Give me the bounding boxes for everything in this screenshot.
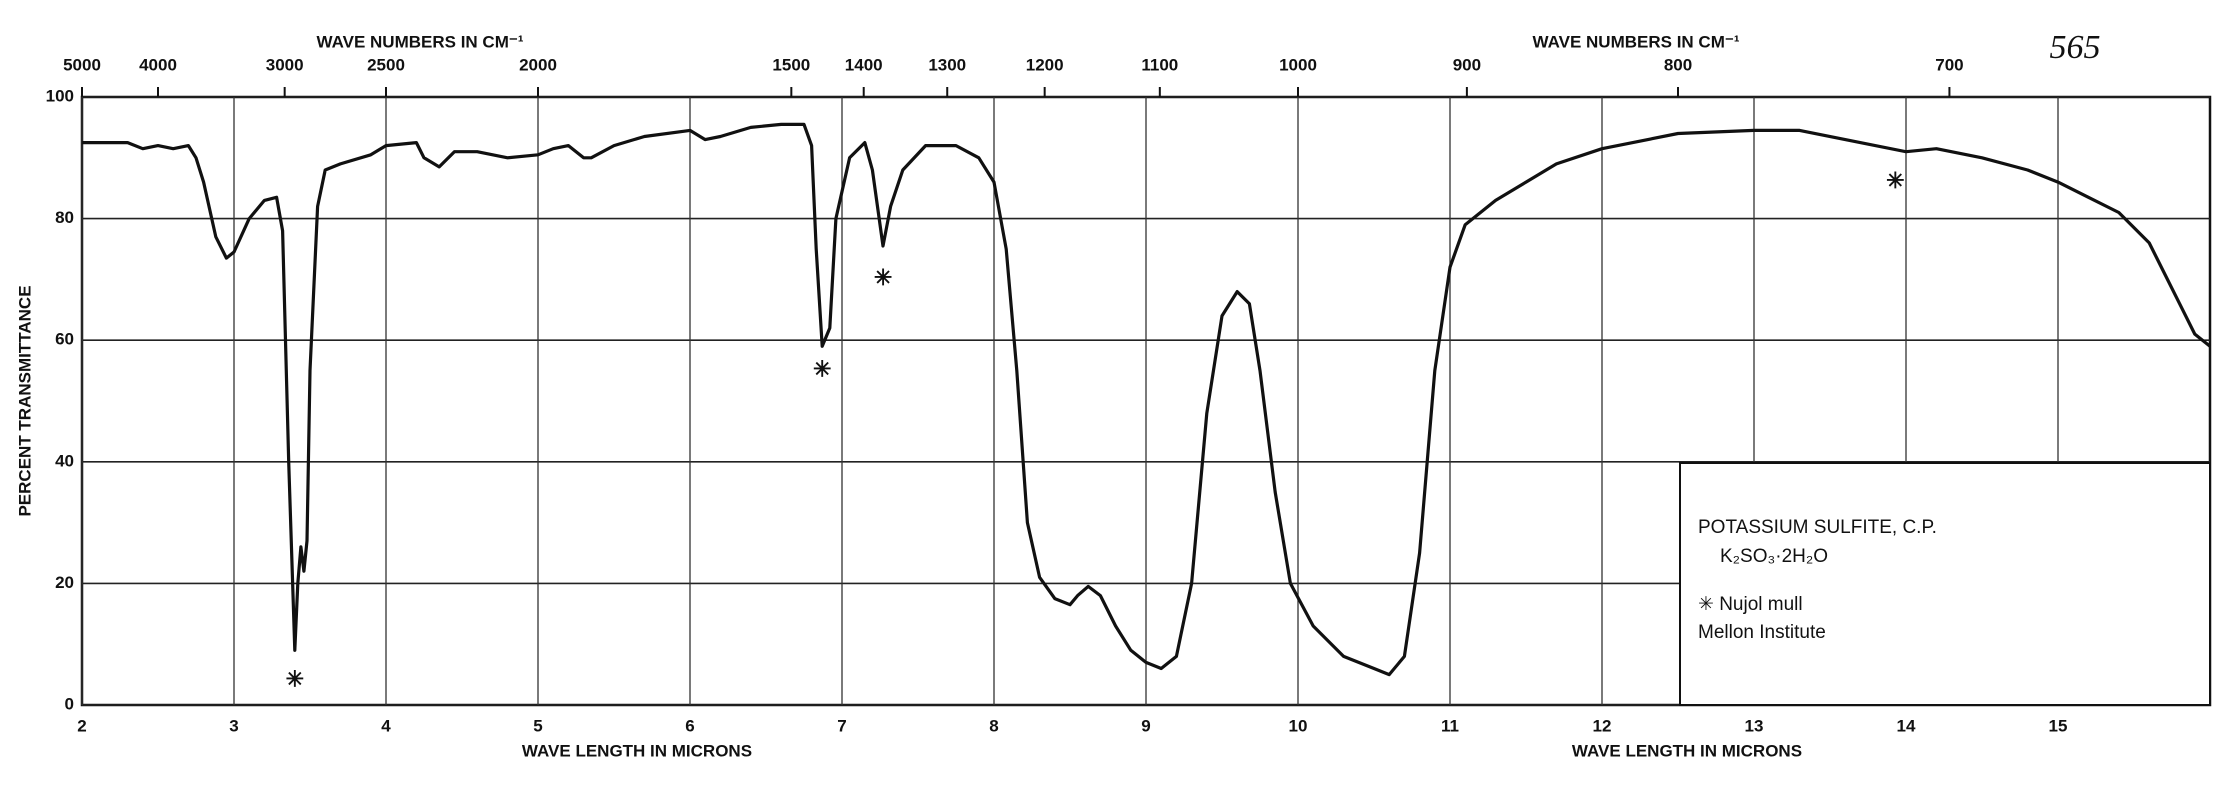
nujol-marker: ✳ — [1886, 168, 1904, 193]
x-tick-label: 11 — [1441, 716, 1459, 735]
top-tick-label: 1000 — [1279, 55, 1317, 74]
spectrum-line — [82, 122, 2212, 677]
x-tick-label: 10 — [1289, 716, 1308, 735]
top-tick-label: 1500 — [772, 55, 810, 74]
y-tick-label: 0 — [65, 694, 74, 713]
legend-line: POTASSIUM SULFITE, C.P. — [1698, 517, 1937, 538]
legend-line: K₂SO₃·2H₂O — [1720, 546, 1828, 567]
x-tick-label: 15 — [2049, 716, 2068, 735]
legend-line: ✳ Nujol mull — [1698, 594, 1803, 615]
top-tick-label: 800 — [1664, 55, 1692, 74]
nujol-marker: ✳ — [874, 265, 892, 290]
y-tick-label: 40 — [55, 451, 74, 470]
y-tick-label: 100 — [46, 86, 74, 105]
x-tick-label: 9 — [1141, 716, 1150, 735]
y-axis-label: PERCENT TRANSMITTANCE — [15, 285, 34, 516]
top-tick-label: 5000 — [63, 55, 101, 74]
top-axis-label: WAVE NUMBERS IN CM⁻¹ — [1533, 32, 1740, 51]
x-tick-label: 2 — [77, 716, 86, 735]
top-tick-label: 700 — [1935, 55, 1963, 74]
top-tick-label: 2000 — [519, 55, 557, 74]
x-axis-label: WAVE LENGTH IN MICRONS — [1572, 741, 1802, 760]
x-tick-label: 13 — [1745, 716, 1764, 735]
top-axis-label: WAVE NUMBERS IN CM⁻¹ — [317, 32, 524, 51]
x-tick-label: 7 — [837, 716, 846, 735]
legend-box — [1679, 462, 2211, 706]
legend-line: Mellon Institute — [1698, 622, 1826, 643]
x-tick-label: 8 — [989, 716, 998, 735]
x-tick-label: 12 — [1593, 716, 1612, 735]
top-tick-label: 1400 — [845, 55, 883, 74]
y-tick-label: 60 — [55, 330, 74, 349]
top-tick-label: 2500 — [367, 55, 405, 74]
top-tick-label: 1300 — [928, 55, 966, 74]
top-tick-label: 1200 — [1026, 55, 1064, 74]
top-tick-label: 900 — [1453, 55, 1481, 74]
top-tick-label: 1100 — [1141, 55, 1178, 74]
x-tick-label: 5 — [533, 716, 542, 735]
top-tick-label: 3000 — [266, 55, 304, 74]
x-tick-label: 3 — [229, 716, 238, 735]
x-tick-label: 14 — [1897, 716, 1916, 735]
top-tick-label: 4000 — [139, 55, 177, 74]
y-tick-label: 20 — [55, 573, 74, 592]
nujol-marker: ✳ — [813, 356, 831, 381]
spectrum-number: 565 — [2050, 29, 2101, 66]
x-axis-label: WAVE LENGTH IN MICRONS — [522, 741, 752, 760]
x-tick-label: 6 — [685, 716, 694, 735]
y-tick-label: 80 — [55, 208, 74, 227]
x-tick-label: 4 — [381, 716, 391, 735]
nujol-marker: ✳ — [286, 666, 304, 691]
